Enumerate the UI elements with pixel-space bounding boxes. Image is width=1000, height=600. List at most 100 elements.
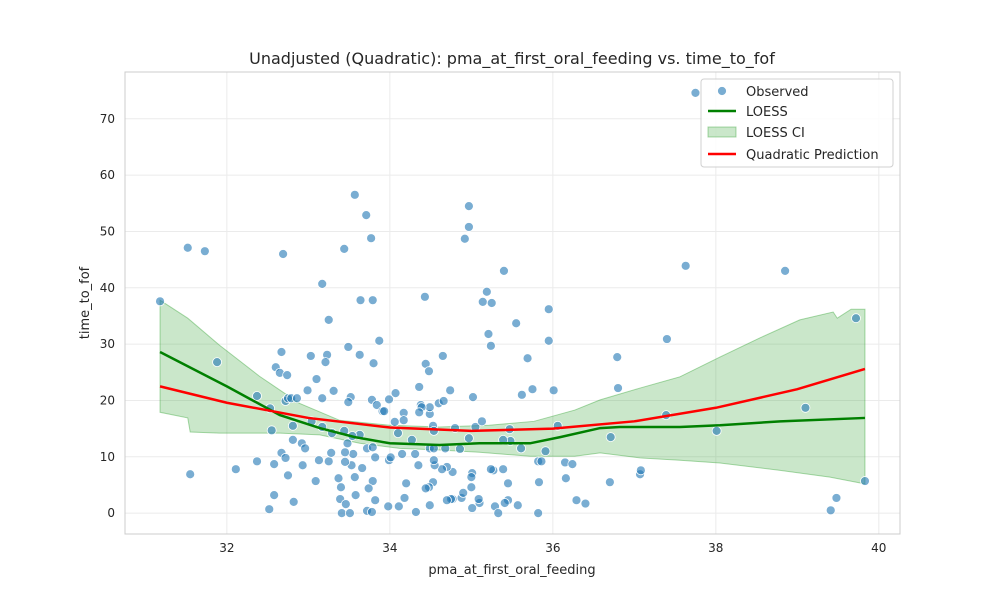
observed-point — [374, 335, 385, 346]
observed-point — [511, 318, 522, 329]
observed-point — [328, 385, 339, 396]
observed-point — [428, 425, 439, 436]
observed-point — [297, 460, 308, 471]
observed-point — [516, 389, 527, 400]
observed-point — [499, 498, 510, 508]
observed-point — [401, 478, 412, 489]
observed-point — [604, 477, 615, 488]
y-tick-label: 10 — [100, 450, 115, 464]
observed-point — [527, 384, 538, 395]
observed-point — [336, 482, 346, 493]
observed-point — [336, 508, 347, 519]
legend-loess-ci: LOESS CI — [746, 126, 805, 141]
observed-point — [311, 374, 322, 384]
observed-point — [414, 382, 425, 392]
observed-point — [282, 370, 293, 381]
observed-point — [323, 456, 334, 467]
observed-point — [690, 87, 701, 98]
observed-point — [533, 508, 544, 519]
observed-point — [287, 420, 298, 431]
observed-point — [540, 446, 551, 457]
observed-point — [367, 507, 377, 517]
observed-point — [393, 501, 404, 512]
observed-point — [424, 366, 434, 377]
observed-point — [441, 495, 452, 506]
observed-point — [367, 442, 378, 453]
observed-point — [398, 415, 409, 426]
observed-point — [368, 358, 379, 369]
observed-point — [317, 278, 328, 289]
observed-point — [571, 495, 582, 506]
observed-point — [292, 393, 302, 404]
observed-point — [390, 388, 401, 399]
observed-point — [370, 495, 381, 506]
observed-point — [185, 469, 196, 480]
observed-point — [567, 459, 578, 470]
y-axis-label: time_to_fof — [78, 266, 93, 339]
legend-box — [700, 78, 894, 168]
observed-point — [560, 473, 571, 484]
x-tick-label: 34 — [382, 541, 397, 555]
observed-point — [459, 233, 470, 244]
observed-point — [379, 406, 390, 417]
observed-point — [355, 295, 366, 306]
observed-point — [424, 500, 435, 511]
observed-point — [458, 487, 469, 498]
observed-point — [613, 383, 623, 393]
observed-point — [269, 459, 280, 470]
observed-point — [543, 335, 554, 346]
loess-line — [159, 350, 866, 447]
observed-point — [383, 501, 394, 512]
observed-point — [411, 507, 421, 517]
observed-point — [340, 447, 350, 458]
observed-point — [300, 443, 310, 454]
observed-point — [548, 385, 559, 396]
observed-point — [543, 304, 554, 315]
observed-point — [580, 498, 591, 509]
observed-point — [466, 472, 477, 482]
observed-point — [278, 249, 288, 259]
y-tick-label: 0 — [107, 506, 115, 520]
legend-observed-marker — [717, 86, 727, 96]
observed-point — [800, 402, 811, 413]
observed-point — [424, 402, 435, 413]
quadratic-prediction-line — [159, 367, 866, 433]
observed-point — [349, 189, 360, 200]
observed-point — [780, 265, 790, 276]
observed-point — [310, 476, 321, 486]
observed-point — [512, 500, 523, 511]
observed-point — [466, 482, 477, 493]
observed-point — [499, 265, 509, 276]
observed-point — [486, 298, 497, 308]
observed-point — [498, 464, 509, 475]
observed-point — [333, 473, 344, 484]
observed-point — [354, 349, 365, 360]
observed-point — [468, 392, 478, 402]
observed-point — [473, 494, 484, 504]
observed-point — [438, 396, 449, 406]
x-tick-label: 36 — [545, 541, 560, 555]
observed-point — [348, 449, 359, 459]
observed-point — [343, 397, 354, 408]
observed-point — [276, 347, 287, 357]
legend-quadratic: Quadratic Prediction — [746, 148, 879, 163]
observed-point — [182, 242, 193, 253]
observed-point — [414, 407, 425, 418]
observed-point — [370, 452, 381, 463]
observed-point — [419, 291, 430, 302]
observed-point — [503, 478, 513, 489]
chart-title: Unadjusted (Quadratic): pma_at_first_ora… — [249, 49, 775, 69]
observed-point — [385, 452, 396, 463]
plot-frame — [124, 71, 901, 535]
observed-point — [230, 464, 241, 475]
observed-point — [536, 456, 547, 467]
observed-point — [384, 394, 394, 405]
observed-point — [252, 456, 262, 467]
observed-point — [339, 244, 350, 254]
observed-point — [486, 340, 496, 351]
observed-point — [326, 447, 337, 458]
observed-point — [287, 435, 298, 445]
observed-point — [662, 334, 672, 344]
y-tick-label: 20 — [100, 393, 115, 407]
